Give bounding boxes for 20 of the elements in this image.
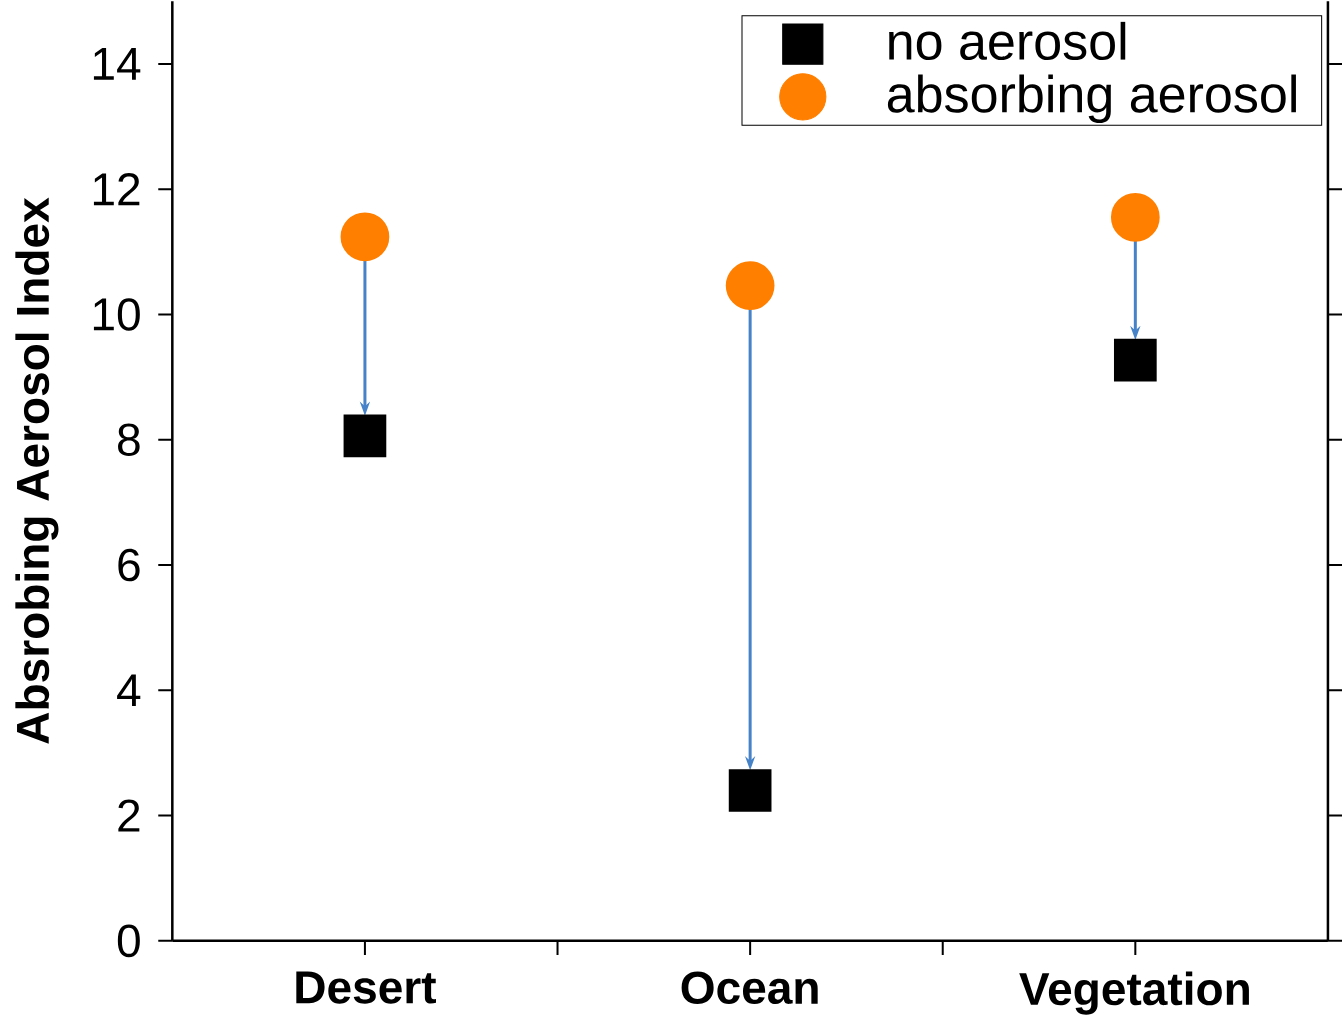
y-tick-label: 12	[93, 173, 140, 206]
point	[340, 212, 390, 262]
point	[1113, 338, 1157, 382]
y-axis-title: Absrobing Aerosol Index	[15, 197, 59, 744]
x-tick-label: Desert	[296, 971, 436, 1004]
point	[725, 261, 775, 311]
legend-label: no aerosol	[889, 21, 1126, 61]
y-tick-label: 0	[117, 924, 140, 958]
x-tick-label: Ocean	[681, 971, 818, 1005]
y-tick-label: 6	[118, 548, 140, 582]
point	[343, 414, 387, 458]
y-tick-label: 10	[93, 298, 140, 331]
point	[728, 769, 772, 812]
y-tick-label: 4	[117, 674, 141, 707]
legend-label: absorbing aerosol	[887, 74, 1296, 124]
y-tick-label: 14	[93, 48, 141, 80]
x-tick-label: Vegetation	[1019, 971, 1249, 1015]
y-tick-label: 2	[118, 799, 140, 832]
y-tick-label: 8	[118, 423, 140, 457]
point	[1110, 192, 1160, 242]
